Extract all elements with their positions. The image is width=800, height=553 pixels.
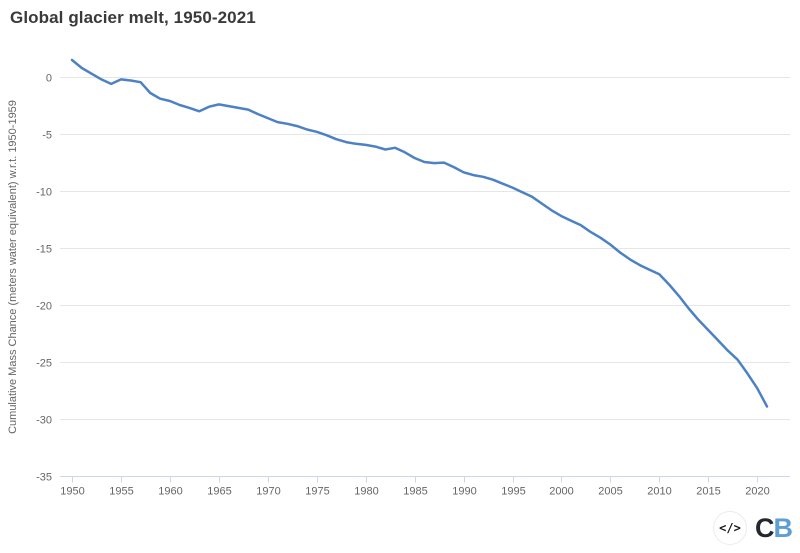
x-tick-label: 2020 (745, 486, 769, 498)
x-tick-label: 1990 (452, 486, 476, 498)
x-tick-label: 1955 (109, 486, 133, 498)
y-tick-label: -30 (36, 415, 52, 427)
carbonbrief-logo[interactable]: CB (755, 512, 793, 543)
x-tick-label: 1950 (60, 486, 84, 498)
x-tick-label: 2005 (598, 486, 622, 498)
x-tick-label: 1965 (207, 486, 231, 498)
y-tick-label: -20 (36, 301, 52, 313)
y-tick-label: 0 (46, 73, 52, 85)
code-icon: </> (719, 521, 741, 535)
data-series-line (70, 58, 769, 408)
x-tick-label: 1970 (256, 486, 280, 498)
embed-code-button[interactable]: </> (713, 511, 747, 545)
logo-letter-c: C (755, 512, 774, 543)
y-tick-label: -15 (36, 244, 52, 256)
y-tick-label: -35 (36, 472, 52, 484)
y-tick-label: -10 (36, 187, 52, 199)
gridlines (60, 77, 790, 477)
y-axis-tick-labels: 0 -5 -10 -15 -20 -25 -30 -35 (36, 73, 52, 484)
x-tick-label: 2010 (647, 486, 671, 498)
x-axis-tick-labels: 1950 1955 1960 1965 1970 1975 1980 1985 1990 1995… (60, 486, 769, 498)
x-tick-label: 1975 (305, 486, 329, 498)
x-tick-label: 2000 (549, 486, 573, 498)
x-tick-label: 1995 (501, 486, 525, 498)
chart-title: Global glacier melt, 1950-2021 (10, 8, 256, 27)
logo-letter-b: B (773, 512, 793, 543)
y-tick-label: -25 (36, 358, 52, 370)
series-line (70, 58, 769, 408)
y-axis-title: Cumulative Mass Chance (meters water equ… (7, 100, 19, 434)
x-tick-label: 1960 (158, 486, 182, 498)
y-tick-label: -5 (42, 130, 52, 142)
x-tick-label: 1985 (403, 486, 427, 498)
x-tick-label: 1980 (354, 486, 378, 498)
footer: </> CB (713, 511, 793, 545)
x-tick-label: 2015 (696, 486, 720, 498)
x-axis (60, 476, 790, 483)
